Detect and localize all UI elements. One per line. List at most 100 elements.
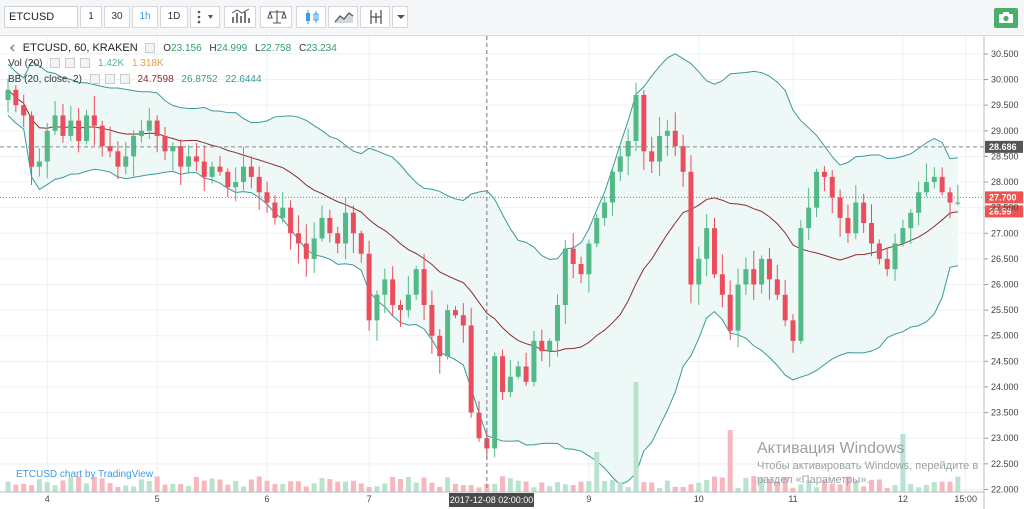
interval-button-1h[interactable]: 1h: [132, 6, 158, 28]
interval-button-1[interactable]: 1: [80, 6, 102, 28]
candle: [539, 329, 545, 362]
candle: [751, 250, 757, 301]
candle: [154, 115, 160, 153]
volume-settings-icon[interactable]: [65, 58, 76, 69]
volume-bar: [225, 484, 231, 492]
tradingview-branding-link[interactable]: ETCUSD chart by TradingView: [16, 469, 154, 480]
volume-bar: [76, 476, 82, 492]
volume-bar: [445, 477, 451, 492]
candle: [586, 239, 592, 293]
collapse-arrow-icon[interactable]: [8, 43, 18, 53]
x-tick-label: 6: [265, 494, 270, 504]
interval-button-1d[interactable]: 1D: [160, 6, 188, 28]
bb-settings-icon[interactable]: [104, 74, 115, 85]
volume-bar: [853, 480, 859, 492]
candle: [209, 161, 215, 184]
y-tick-label: 27.000: [991, 228, 1019, 238]
volume-bar: [123, 485, 129, 492]
volume-bar: [91, 476, 97, 492]
volume-bar: [154, 476, 160, 492]
volume-bar: [531, 487, 537, 492]
y-tick-label: 28.500: [991, 151, 1019, 161]
volume-bar: [704, 479, 710, 492]
volume-eye-icon[interactable]: [50, 58, 61, 69]
volume-bar: [186, 486, 192, 492]
windows-activation-text-2: раздел «Параметры».: [757, 474, 870, 486]
volume-bar: [170, 483, 176, 492]
candle: [390, 266, 396, 316]
drawing-tools-dropdown[interactable]: [392, 6, 408, 28]
y-tick-label: 25.000: [991, 331, 1019, 341]
y-tick-label: 24.000: [991, 382, 1019, 392]
legend-open-label: O: [163, 43, 172, 54]
volume-bar: [892, 485, 898, 492]
candle: [115, 141, 121, 180]
volume-bar: [500, 476, 506, 492]
candle: [99, 120, 105, 157]
candle: [225, 168, 231, 198]
volume-bar: [594, 452, 600, 492]
volume-close-icon[interactable]: [80, 58, 91, 69]
x-tick-label: 10: [694, 494, 704, 504]
candle: [821, 165, 827, 192]
svg-text:28.686: 28.686: [989, 142, 1017, 152]
candle: [21, 94, 27, 128]
legend-high-value: 24.999: [216, 43, 248, 54]
volume-bar: [390, 476, 396, 492]
more-dots-icon: [197, 10, 213, 24]
bb-close-icon[interactable]: [119, 74, 130, 85]
candle: [696, 246, 702, 305]
candle: [853, 185, 859, 240]
volume-bar: [547, 486, 553, 492]
legend-settings-icon[interactable]: [145, 43, 156, 54]
screenshot-button[interactable]: [994, 8, 1018, 28]
volume-bar: [413, 482, 419, 492]
top-toolbar: 1 30 1h 1D: [0, 0, 1024, 36]
volume-bar: [460, 485, 466, 492]
volume-bar: [923, 484, 929, 492]
candles-style-button[interactable]: [296, 6, 326, 28]
more-intervals-button[interactable]: [190, 6, 220, 28]
volume-bar: [735, 487, 741, 492]
indicators-button[interactable]: [224, 6, 256, 28]
candle: [36, 148, 42, 177]
price-chart[interactable]: 28.686 27.700 26.99 30.500 30.000 29.500 29.0…: [0, 36, 1024, 509]
candle: [531, 331, 537, 387]
y-tick-label: 27.500: [991, 203, 1019, 213]
volume-bar: [931, 482, 937, 492]
candle: [790, 314, 796, 353]
volume-bar: [578, 481, 584, 492]
bb-eye-icon[interactable]: [89, 74, 100, 85]
symbol-search-input[interactable]: [4, 6, 78, 28]
candle: [625, 128, 631, 176]
chart-type-button[interactable]: [328, 6, 358, 28]
legend-open-value: 23.156: [171, 43, 202, 54]
volume-bar: [884, 487, 890, 492]
legend-low-value: 22.758: [260, 43, 292, 54]
candle: [641, 90, 647, 170]
volume-bar: [688, 484, 694, 492]
candle: [476, 401, 482, 442]
volume-bar: [955, 476, 961, 492]
volume-bar: [44, 482, 50, 492]
x-tick-label: 15:00: [954, 494, 977, 504]
candle: [719, 254, 725, 308]
volume-bar: [29, 485, 35, 492]
interval-button-30[interactable]: 30: [104, 6, 130, 28]
candlestick-icon: [306, 10, 319, 24]
volume-bar: [743, 477, 749, 492]
volume-bar: [641, 482, 647, 492]
compare-button[interactable]: [260, 6, 292, 28]
svg-text:26.99: 26.99: [989, 206, 1012, 216]
camera-icon: [999, 12, 1013, 23]
candle: [759, 255, 765, 294]
x-tick-label: 11: [788, 494, 797, 504]
volume-bar: [295, 481, 301, 492]
volume-bar: [52, 485, 58, 492]
candle: [52, 101, 58, 135]
drawing-tools-button[interactable]: [360, 6, 390, 28]
legend-high-label: H: [209, 43, 217, 54]
candle: [712, 217, 717, 279]
volume-bar: [657, 487, 663, 492]
bb-upper-line: [7, 53, 958, 261]
